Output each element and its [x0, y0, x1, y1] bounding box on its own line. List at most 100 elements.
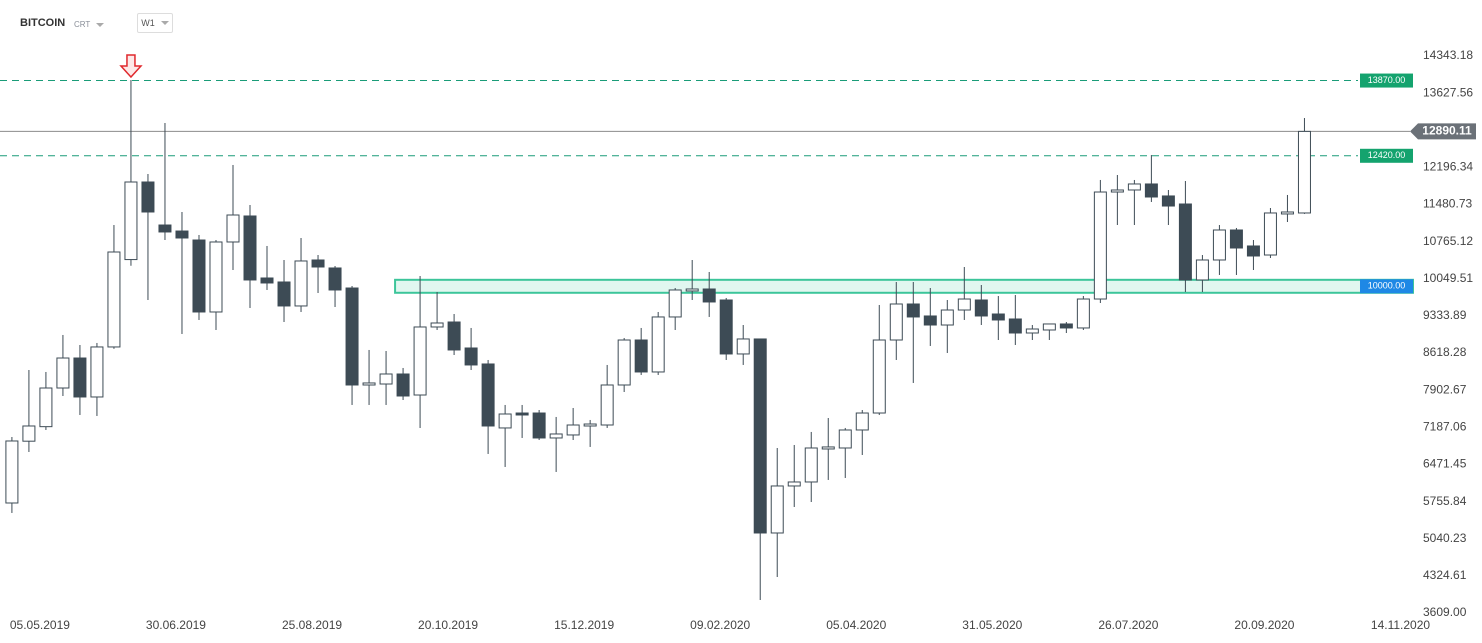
x-tick-label: 26.07.2020 — [1098, 618, 1158, 632]
candle-body — [1178, 203, 1192, 281]
candle-body — [1008, 318, 1022, 334]
candle-body — [1195, 259, 1209, 281]
candle-body — [447, 321, 461, 351]
candle-body — [1093, 191, 1107, 300]
candle-body — [719, 299, 733, 355]
level-label: 12420.00 — [1368, 150, 1406, 160]
y-tick-label: 12196.34 — [1423, 160, 1473, 174]
x-tick-label: 31.05.2020 — [962, 618, 1022, 632]
candle-body — [124, 181, 138, 261]
candle-body — [668, 289, 682, 318]
candle-body — [889, 303, 903, 341]
candle-body — [634, 339, 648, 373]
candle-body — [311, 259, 325, 268]
candle-body — [702, 288, 716, 303]
x-tick-label: 14.11.2020 — [1371, 618, 1430, 632]
candle-body — [583, 423, 597, 427]
candle-body — [787, 481, 801, 487]
level-label-box — [1360, 73, 1413, 88]
candle-body — [838, 429, 852, 449]
candle-body — [991, 313, 1005, 321]
level-label: 13870.00 — [1368, 75, 1406, 85]
symbol: BITCOIN — [20, 17, 66, 29]
candle-body — [260, 277, 274, 284]
candle-body — [957, 298, 971, 311]
candle-body — [73, 357, 87, 398]
candle-body — [753, 338, 767, 534]
candle-body — [872, 339, 886, 414]
candle-body — [1025, 328, 1039, 334]
candle-body — [345, 287, 359, 386]
support-zone — [394, 278, 1414, 294]
candle-body — [1212, 229, 1226, 261]
y-tick-label: 5040.23 — [1423, 531, 1467, 545]
y-tick-label: 7187.06 — [1423, 420, 1467, 434]
candle-body — [192, 239, 206, 313]
candle-body — [974, 299, 988, 317]
candle-body — [1127, 183, 1141, 191]
signal-arrow — [119, 54, 143, 79]
y-tick-label: 8618.28 — [1423, 345, 1467, 359]
zone-label-box — [1360, 279, 1413, 294]
candle-body — [940, 309, 954, 326]
candle-body — [1042, 323, 1056, 331]
candle-body — [464, 347, 478, 366]
candle-body — [362, 382, 376, 386]
candle-body — [1161, 195, 1175, 207]
candle-body — [141, 181, 155, 213]
candle-body — [396, 373, 410, 397]
candle-body — [566, 424, 580, 436]
caret — [160, 21, 169, 25]
candle-body — [498, 413, 512, 429]
candle-body — [736, 338, 750, 355]
candle-body — [413, 326, 427, 396]
group-select[interactable]: CRT — [74, 20, 105, 29]
candle-body — [158, 224, 172, 233]
group-label: CRT — [74, 20, 91, 29]
candle-body — [1229, 229, 1243, 249]
candle-body — [5, 440, 19, 504]
x-tick-label: 30.06.2019 — [146, 618, 206, 632]
candle-body — [294, 260, 308, 307]
candle-body — [90, 346, 104, 398]
candle-body — [1263, 212, 1277, 256]
candle-body — [328, 267, 342, 291]
candle-body — [56, 357, 70, 389]
candle-body — [821, 446, 835, 450]
y-tick-label: 3609.00 — [1423, 605, 1467, 619]
candle-body — [923, 315, 937, 326]
candle-body — [515, 412, 529, 416]
y-tick-label: 10765.12 — [1423, 234, 1473, 248]
candle-body — [1110, 189, 1124, 193]
y-tick-label: 14343.18 — [1423, 48, 1473, 62]
candle-body — [1280, 211, 1294, 215]
candle-body — [209, 241, 223, 313]
x-tick-label: 20.09.2020 — [1234, 618, 1294, 632]
x-tick-label: 20.10.2019 — [418, 618, 478, 632]
interval-select[interactable]: W1 — [137, 13, 173, 33]
candle-body — [175, 230, 189, 239]
y-tick-label: 10049.51 — [1423, 271, 1473, 285]
x-tick-label: 09.02.2020 — [690, 618, 750, 632]
y-tick-label: 9333.89 — [1423, 308, 1467, 322]
candle-body — [1246, 245, 1260, 257]
zone-label: 10000.00 — [1368, 281, 1406, 291]
x-tick-label: 05.04.2020 — [826, 618, 886, 632]
candle-body — [430, 322, 444, 328]
candle-body — [685, 288, 699, 292]
candle-body — [549, 433, 563, 439]
candle-body — [1076, 298, 1090, 329]
candle-body — [906, 303, 920, 318]
price-tag-label: 12890.11 — [1422, 124, 1472, 138]
price-tag — [1410, 123, 1476, 140]
candle-body — [617, 339, 631, 386]
candle-body — [39, 387, 53, 428]
candle-body — [651, 316, 665, 373]
candle-body — [277, 281, 291, 307]
candle-body — [532, 412, 546, 439]
caret — [96, 22, 105, 27]
candle-body — [1144, 183, 1158, 198]
x-tick-label: 25.08.2019 — [282, 618, 342, 632]
candle-body — [243, 215, 257, 281]
